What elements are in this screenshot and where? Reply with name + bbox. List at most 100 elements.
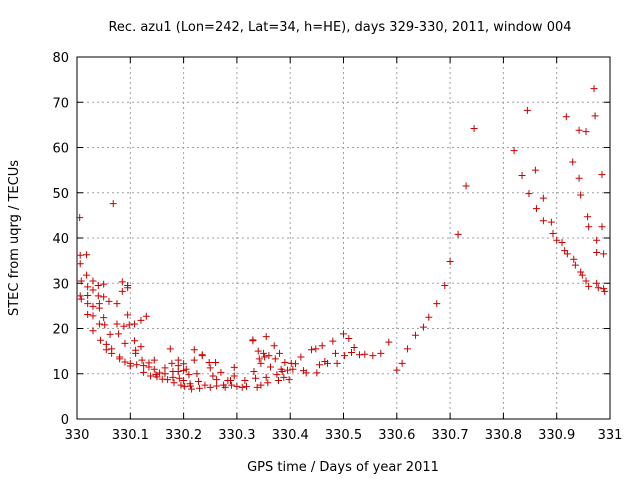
data-point bbox=[118, 278, 126, 286]
data-point bbox=[190, 356, 198, 364]
data-point bbox=[333, 359, 341, 367]
data-point bbox=[266, 363, 274, 371]
data-point bbox=[161, 370, 169, 378]
data-point bbox=[593, 236, 601, 244]
y-axis-ticks: 0 10 20 30 40 50 60 70 80 bbox=[52, 51, 610, 428]
data-point bbox=[77, 277, 85, 285]
data-point bbox=[345, 334, 353, 342]
data-point bbox=[302, 369, 310, 377]
data-point bbox=[188, 385, 196, 393]
data-point bbox=[253, 383, 261, 391]
data-point bbox=[265, 352, 273, 360]
x-tick-label: 330.2 bbox=[165, 428, 202, 443]
data-point bbox=[582, 277, 590, 285]
data-point bbox=[190, 346, 198, 354]
data-point bbox=[100, 280, 108, 288]
data-point bbox=[140, 362, 148, 370]
data-point bbox=[77, 295, 85, 303]
data-point bbox=[177, 381, 185, 389]
y-tick-label: 80 bbox=[52, 51, 69, 66]
x-tick-label: 330.3 bbox=[218, 428, 255, 443]
data-point bbox=[393, 366, 401, 374]
data-point bbox=[84, 310, 92, 318]
data-point bbox=[575, 126, 583, 134]
data-point bbox=[553, 236, 561, 244]
data-point bbox=[174, 367, 182, 375]
data-point bbox=[585, 282, 593, 290]
data-points bbox=[76, 85, 609, 393]
data-point bbox=[276, 349, 284, 357]
data-point bbox=[230, 372, 238, 380]
data-point bbox=[206, 364, 214, 372]
x-tick-label: 330.1 bbox=[112, 428, 149, 443]
data-point bbox=[569, 158, 577, 166]
data-point bbox=[582, 128, 590, 136]
data-point bbox=[137, 316, 145, 324]
data-point bbox=[89, 302, 97, 310]
data-point bbox=[280, 373, 288, 381]
data-point bbox=[591, 112, 599, 120]
data-point bbox=[209, 372, 217, 380]
data-point bbox=[578, 271, 586, 279]
data-point bbox=[94, 282, 102, 290]
data-point bbox=[462, 182, 470, 190]
data-point bbox=[590, 85, 598, 93]
data-point bbox=[347, 348, 355, 356]
data-point bbox=[161, 364, 169, 372]
data-point bbox=[571, 261, 579, 269]
data-point bbox=[260, 349, 268, 357]
data-point bbox=[132, 349, 140, 357]
data-point bbox=[213, 376, 221, 384]
x-tick-label: 330.4 bbox=[272, 428, 309, 443]
data-point bbox=[332, 349, 340, 357]
data-point bbox=[271, 355, 279, 363]
data-point bbox=[113, 300, 121, 308]
data-point bbox=[598, 223, 606, 231]
data-point bbox=[227, 377, 235, 385]
data-point bbox=[252, 374, 260, 382]
data-point bbox=[115, 330, 123, 338]
data-point bbox=[150, 356, 158, 364]
data-point bbox=[116, 355, 124, 363]
data-point bbox=[593, 248, 601, 256]
chart-title: Rec. azu1 (Lon=242, Lat=34, h=HE), days … bbox=[108, 20, 571, 35]
data-point bbox=[264, 379, 272, 387]
y-tick-label: 70 bbox=[52, 96, 69, 111]
data-point bbox=[84, 291, 92, 299]
data-point bbox=[76, 214, 84, 222]
data-point bbox=[196, 384, 204, 392]
data-point bbox=[170, 379, 178, 387]
data-point bbox=[539, 217, 547, 225]
data-point bbox=[169, 373, 177, 381]
y-tick-label: 40 bbox=[52, 232, 69, 247]
data-point bbox=[470, 124, 478, 132]
data-point bbox=[140, 368, 148, 376]
data-point bbox=[213, 382, 221, 390]
data-point bbox=[113, 320, 121, 328]
data-point bbox=[262, 333, 270, 341]
data-point bbox=[549, 229, 557, 237]
data-point bbox=[289, 365, 297, 373]
x-axis-label: GPS time / Days of year 2011 bbox=[247, 460, 439, 475]
x-tick-label: 330.8 bbox=[485, 428, 522, 443]
data-point bbox=[254, 347, 262, 355]
data-point bbox=[593, 279, 601, 287]
data-point bbox=[242, 382, 250, 390]
data-point bbox=[124, 311, 132, 319]
data-point bbox=[425, 313, 433, 321]
data-point bbox=[180, 377, 188, 385]
data-point bbox=[131, 337, 139, 345]
data-point bbox=[257, 381, 265, 389]
data-point bbox=[175, 374, 183, 382]
data-point bbox=[510, 147, 518, 155]
data-point bbox=[198, 352, 206, 360]
data-point bbox=[577, 191, 585, 199]
data-point bbox=[95, 304, 103, 312]
data-point bbox=[217, 368, 225, 376]
data-point bbox=[185, 371, 193, 379]
data-point bbox=[316, 361, 324, 369]
data-point bbox=[341, 352, 349, 360]
data-point bbox=[137, 343, 145, 351]
data-point bbox=[153, 373, 161, 381]
data-point bbox=[76, 260, 84, 268]
